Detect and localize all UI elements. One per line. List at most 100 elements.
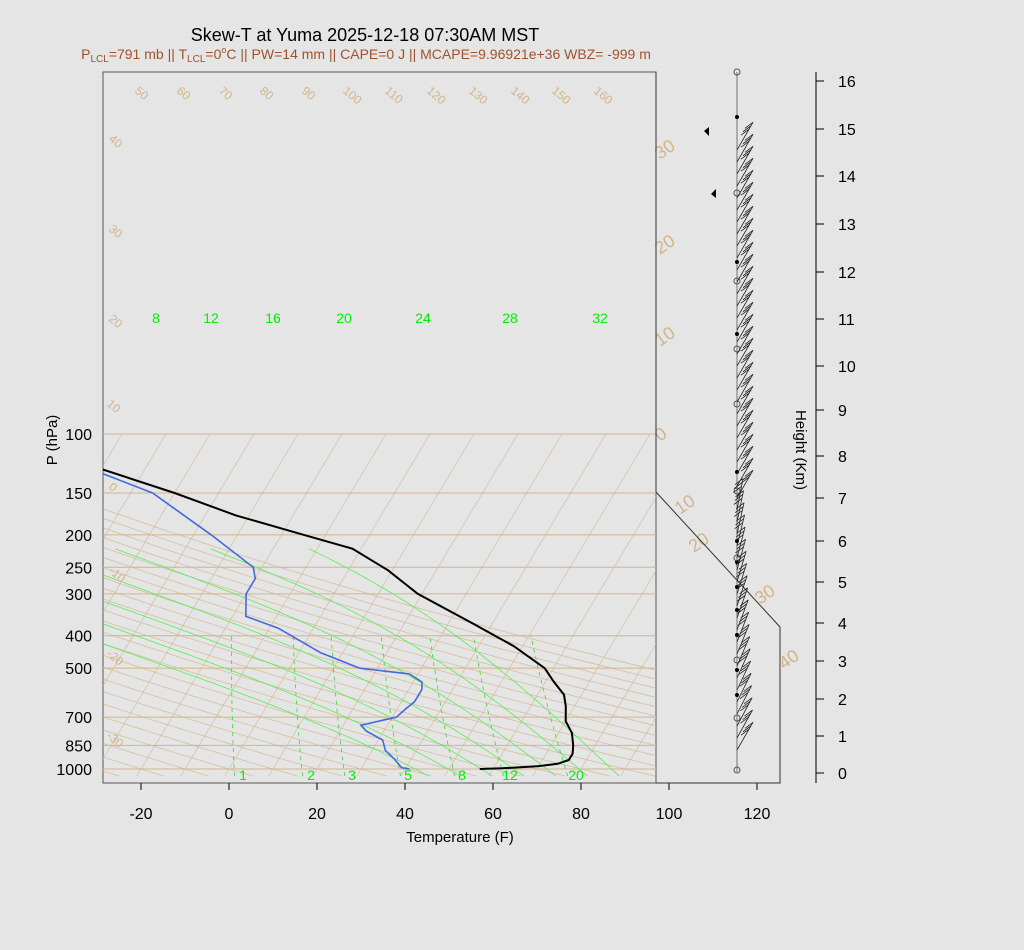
wind-barb xyxy=(742,209,752,217)
height-tick-label: 13 xyxy=(838,217,856,234)
wind-barb xyxy=(736,410,754,439)
isotherm xyxy=(103,433,211,614)
wind-barb xyxy=(742,125,752,133)
wind-barb xyxy=(744,217,754,225)
temperature-tick-label: 0 xyxy=(225,806,234,823)
theta-e-label: 10 xyxy=(671,490,699,518)
height-tick-label: 2 xyxy=(838,692,847,709)
wind-barb xyxy=(739,599,749,607)
wind-barb xyxy=(744,445,754,453)
dry-adiabat xyxy=(103,508,656,671)
wind-barb xyxy=(742,149,752,157)
height-axis-label: Height (Km) xyxy=(792,410,809,490)
wind-barb xyxy=(741,700,751,708)
wind-barb xyxy=(742,425,752,433)
mixing-ratio-labels: 8 12 16 20 24 28 321 2 3 5 8 12 20 xyxy=(152,310,608,783)
wind-barb xyxy=(744,385,754,393)
wind-barb xyxy=(742,449,752,457)
height-tick-label: 0 xyxy=(838,766,847,783)
wind-barb xyxy=(742,461,752,469)
wind-barb xyxy=(744,133,754,141)
wind-barb xyxy=(742,437,752,445)
wind-barb xyxy=(744,145,754,153)
temperature-tick-label: 20 xyxy=(308,806,326,823)
wind-barb xyxy=(736,595,746,602)
dry-adiabat xyxy=(103,598,656,757)
wind-barb xyxy=(744,169,754,177)
wind-barb xyxy=(740,236,750,244)
moist-adiabat xyxy=(210,548,588,777)
wind-barb xyxy=(736,362,754,391)
height-tick-label: 1 xyxy=(838,729,847,746)
wind-barb xyxy=(744,373,754,381)
moist-adiabat xyxy=(103,623,461,777)
pressure-tick-label: 1000 xyxy=(56,762,92,779)
wind-barb xyxy=(736,636,751,667)
wind-barb xyxy=(742,365,752,373)
wind-barb xyxy=(736,673,752,703)
wind-dot xyxy=(735,608,739,612)
isotherm xyxy=(224,433,431,777)
wind-dot xyxy=(735,115,739,119)
wind-barb xyxy=(740,380,750,388)
dry-adiabat xyxy=(103,517,656,680)
height-tick-label: 6 xyxy=(838,534,847,551)
dry-adiabat xyxy=(103,691,388,777)
dry-adiabat xyxy=(103,654,521,777)
dry-adiabat xyxy=(103,631,611,777)
isotherm xyxy=(753,434,958,776)
wind-barb xyxy=(736,685,752,715)
wind-barb xyxy=(734,506,744,514)
wind-barb xyxy=(740,164,750,172)
isotherm xyxy=(576,643,656,777)
wind-barb xyxy=(744,205,754,213)
moist-adiabat-label: 20 xyxy=(336,310,352,326)
temperature-tick-label: 100 xyxy=(656,806,683,823)
wind-barb xyxy=(742,173,752,181)
pressure-axis: 100 150 200 250 300 400 500 700 850 1000 xyxy=(56,427,92,779)
wind-barb xyxy=(736,709,753,739)
y-axis-label: P (hPa) xyxy=(44,415,61,466)
wind-barb xyxy=(740,296,750,304)
wind-barb xyxy=(734,478,744,485)
wind-barb xyxy=(736,490,744,523)
wind-barb xyxy=(740,664,750,671)
wind-barb xyxy=(736,158,754,187)
isotherm xyxy=(709,434,914,776)
wind-barb xyxy=(738,575,748,582)
pressure-tick-label: 150 xyxy=(65,486,92,503)
wind-barb xyxy=(736,122,754,151)
wind-barb xyxy=(742,389,752,397)
theta-e-label: 30 xyxy=(751,580,779,608)
height-tick-label: 8 xyxy=(838,449,847,466)
wind-barb xyxy=(744,349,754,357)
mixing-ratio-label: 1 xyxy=(239,767,247,783)
wind-barb xyxy=(740,716,749,724)
mixing-ratio-line xyxy=(473,635,504,777)
moist-adiabat xyxy=(103,574,525,777)
temperature-tick-label: 120 xyxy=(744,806,771,823)
wind-barb xyxy=(742,413,752,421)
wind-barb xyxy=(736,582,745,590)
dry-adiabat xyxy=(103,546,656,708)
pressure-tick-label: 250 xyxy=(65,560,92,577)
wind-barb xyxy=(744,253,754,261)
wind-barb xyxy=(742,197,752,205)
mixing-ratio-line xyxy=(330,635,346,777)
wind-barb xyxy=(738,591,747,598)
moist-adiabat-label: 24 xyxy=(415,310,431,326)
thermo-background xyxy=(103,433,958,777)
mixing-ratio-line xyxy=(292,635,303,777)
wind-barb xyxy=(744,313,754,321)
wind-barb xyxy=(737,607,746,614)
wind-ring xyxy=(733,277,741,285)
moist-adiabat-label: 32 xyxy=(592,310,608,326)
wind-barb xyxy=(735,558,745,566)
wind-barb xyxy=(738,615,748,623)
wind-barb xyxy=(742,305,752,313)
wind-barb xyxy=(740,176,750,184)
temperature-line xyxy=(103,468,575,770)
height-tick-label: 4 xyxy=(838,616,847,633)
wind-barb xyxy=(740,440,750,448)
wind-barb xyxy=(743,697,753,705)
